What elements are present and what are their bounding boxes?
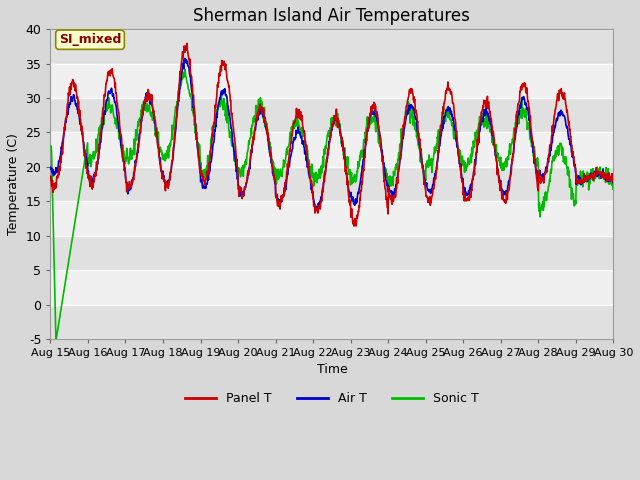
Air T [420, 176, 428, 182]
Line: Air T: Air T [51, 59, 613, 210]
Y-axis label: Temperature (C): Temperature (C) [7, 133, 20, 235]
Bar [51, 167, 613, 201]
Bar [51, 29, 613, 64]
Sonic T [181, 66, 189, 72]
Air T [314, 207, 321, 213]
X-axis label: Time: Time [317, 363, 348, 376]
Panel T [609, 179, 617, 185]
Text: SI_mixed: SI_mixed [59, 33, 121, 46]
Air T [543, 165, 551, 170]
Bar [51, 64, 613, 98]
Air T [493, 165, 501, 171]
Panel T [183, 40, 191, 46]
Bar [51, 304, 613, 339]
Bar [51, 270, 613, 304]
Sonic T [159, 151, 166, 156]
Bar [51, 132, 613, 167]
Title: Sherman Island Air Temperatures: Sherman Island Air Temperatures [193, 7, 470, 25]
Sonic T [47, 144, 54, 149]
Line: Panel T: Panel T [51, 43, 613, 226]
Panel T [235, 193, 243, 199]
Panel T [172, 125, 179, 131]
Panel T [158, 171, 166, 177]
Sonic T [493, 152, 501, 157]
Sonic T [543, 190, 551, 195]
Sonic T [609, 179, 617, 184]
Sonic T [52, 336, 60, 342]
Legend: Panel T, Air T, Sonic T: Panel T, Air T, Sonic T [180, 387, 484, 410]
Air T [235, 187, 243, 192]
Sonic T [172, 107, 180, 113]
Line: Sonic T: Sonic T [51, 69, 613, 339]
Bar [51, 236, 613, 270]
Panel T [47, 177, 54, 183]
Air T [172, 128, 179, 134]
Bar [51, 201, 613, 236]
Air T [47, 167, 54, 172]
Air T [181, 56, 189, 61]
Panel T [493, 166, 501, 172]
Panel T [543, 164, 551, 169]
Air T [609, 180, 617, 185]
Sonic T [236, 166, 243, 172]
Air T [158, 170, 166, 176]
Panel T [420, 181, 428, 187]
Sonic T [420, 174, 428, 180]
Panel T [350, 223, 358, 229]
Bar [51, 98, 613, 132]
